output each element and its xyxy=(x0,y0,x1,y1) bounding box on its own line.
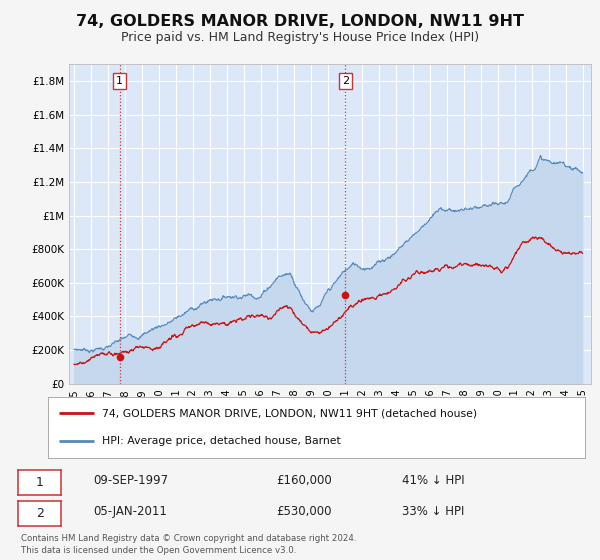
Text: Price paid vs. HM Land Registry's House Price Index (HPI): Price paid vs. HM Land Registry's House … xyxy=(121,31,479,44)
Text: 1: 1 xyxy=(35,476,44,489)
Text: £160,000: £160,000 xyxy=(276,474,332,487)
Text: 74, GOLDERS MANOR DRIVE, LONDON, NW11 9HT (detached house): 74, GOLDERS MANOR DRIVE, LONDON, NW11 9H… xyxy=(102,408,477,418)
Text: 74, GOLDERS MANOR DRIVE, LONDON, NW11 9HT: 74, GOLDERS MANOR DRIVE, LONDON, NW11 9H… xyxy=(76,14,524,29)
Text: HPI: Average price, detached house, Barnet: HPI: Average price, detached house, Barn… xyxy=(102,436,340,446)
Text: 05-JAN-2011: 05-JAN-2011 xyxy=(93,505,167,518)
Text: Contains HM Land Registry data © Crown copyright and database right 2024.
This d: Contains HM Land Registry data © Crown c… xyxy=(21,534,356,555)
Text: 2: 2 xyxy=(35,507,44,520)
Text: 33% ↓ HPI: 33% ↓ HPI xyxy=(402,505,464,518)
Text: 2: 2 xyxy=(342,76,349,86)
Text: 1: 1 xyxy=(116,76,123,86)
Text: 41% ↓ HPI: 41% ↓ HPI xyxy=(402,474,464,487)
Text: 09-SEP-1997: 09-SEP-1997 xyxy=(93,474,168,487)
Text: £530,000: £530,000 xyxy=(276,505,331,518)
